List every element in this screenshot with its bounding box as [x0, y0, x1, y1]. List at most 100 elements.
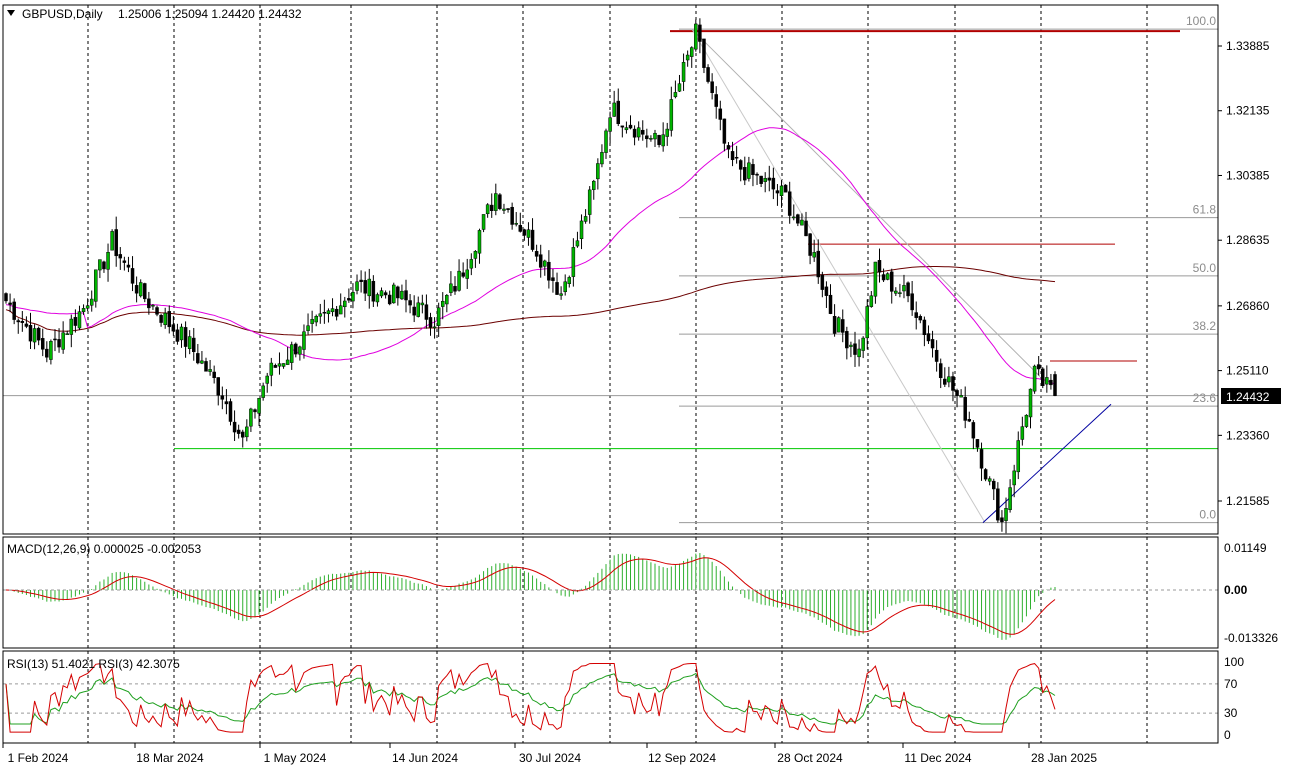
- candle-body: [751, 164, 755, 176]
- candle-body: [1008, 487, 1012, 510]
- candle-body: [420, 302, 425, 306]
- candle-body: [959, 395, 963, 398]
- candle-body: [330, 308, 335, 313]
- triangle-down-icon[interactable]: [7, 10, 15, 16]
- candle-body: [722, 118, 727, 144]
- candle-body: [1032, 365, 1037, 392]
- candle-body: [314, 316, 318, 323]
- candle-body: [698, 24, 702, 42]
- candle-body: [538, 254, 543, 268]
- candle-body: [1041, 368, 1045, 386]
- candle-body: [681, 62, 686, 82]
- price-panel: 100.0 61.8 50.0 38.2 23.6 0.0: [3, 14, 1218, 534]
- price-label: 1.21585: [1226, 494, 1270, 508]
- date-label: 1 May 2024: [264, 751, 327, 765]
- candle-body: [49, 341, 53, 360]
- candle-body: [1024, 414, 1029, 427]
- candle-body: [506, 208, 510, 210]
- candle-body: [628, 124, 633, 129]
- candle-body: [645, 135, 649, 140]
- candle-body: [151, 304, 155, 307]
- candle-body: [261, 385, 265, 398]
- candle-body: [502, 208, 506, 211]
- candle-body: [673, 92, 678, 98]
- macd-signal-line: [5, 557, 1056, 635]
- candle-body: [192, 337, 196, 352]
- candle-body: [355, 281, 359, 291]
- candle-body: [236, 429, 241, 434]
- price-label: 1.25110: [1226, 364, 1269, 378]
- candle-body: [600, 152, 604, 165]
- candle-body: [543, 260, 547, 267]
- candle-body: [926, 333, 931, 342]
- macd-tick-label: 0.00: [1224, 583, 1248, 597]
- candle-body: [416, 302, 421, 317]
- macd-label: MACD(12,26,9) 0.000025 -0.002053: [7, 542, 201, 556]
- candle-body: [832, 316, 837, 334]
- candle-body: [624, 127, 629, 131]
- fib-diagonal-line: [691, 28, 986, 523]
- candle-body: [175, 329, 180, 342]
- candle-body: [396, 286, 400, 299]
- candle-body: [845, 331, 849, 349]
- candle-body: [657, 134, 661, 145]
- candle-body: [975, 439, 980, 448]
- candle-body: [371, 280, 376, 302]
- candle-body: [28, 325, 33, 342]
- candle-body: [567, 277, 572, 284]
- fib-level-label: 0.0: [1199, 508, 1216, 522]
- candle-body: [494, 193, 498, 211]
- candle-body: [318, 313, 323, 317]
- candle-body: [461, 272, 465, 277]
- candle-body: [596, 163, 600, 180]
- candle-body: [612, 102, 616, 117]
- candle-body: [1016, 440, 1021, 473]
- fib-level-label: 61.8: [1193, 203, 1217, 217]
- candle-body: [159, 315, 163, 323]
- candle-body: [640, 129, 645, 135]
- candle-body: [992, 480, 996, 490]
- candle-body: [996, 488, 1000, 521]
- ma-long-line: [5, 266, 1056, 336]
- candle-body: [130, 268, 135, 284]
- candle-body: [1045, 377, 1049, 385]
- candle-body: [179, 326, 184, 341]
- candle-body: [302, 331, 306, 350]
- candle-body: [375, 294, 380, 303]
- panel-border: [2, 650, 1219, 744]
- candle-body: [983, 469, 988, 480]
- panel-border: [2, 4, 1219, 535]
- candle-body: [81, 308, 86, 313]
- fib-level-label: 23.6: [1193, 391, 1217, 405]
- candle-body: [820, 274, 825, 290]
- candle-body: [253, 409, 257, 413]
- candle-body: [359, 279, 363, 282]
- candle-body: [220, 395, 225, 400]
- candle-body: [824, 286, 829, 296]
- candle-body: [743, 167, 747, 181]
- candle-body: [534, 251, 539, 257]
- candle-body: [632, 128, 637, 138]
- date-label: 14 Jun 2024: [392, 751, 458, 765]
- candle-body: [702, 38, 706, 68]
- candle-body: [861, 337, 865, 351]
- rsi-tick-label: 100: [1224, 655, 1244, 669]
- candle-body: [183, 327, 188, 347]
- candle-body: [232, 421, 237, 433]
- candle-body: [32, 328, 37, 343]
- candle-body: [298, 346, 302, 355]
- candle-body: [734, 156, 739, 159]
- panel-border: [2, 536, 1219, 649]
- candle-body: [685, 54, 690, 61]
- candle-body: [518, 225, 523, 232]
- candle-body: [730, 151, 735, 161]
- candle-body: [61, 332, 65, 350]
- candle-body: [853, 343, 857, 355]
- candle-body: [114, 229, 118, 257]
- candle-body: [334, 308, 339, 317]
- rsi-tick-label: 30: [1224, 706, 1238, 720]
- candle-body: [432, 326, 437, 329]
- candle-body: [763, 178, 767, 182]
- candle-body: [783, 184, 788, 193]
